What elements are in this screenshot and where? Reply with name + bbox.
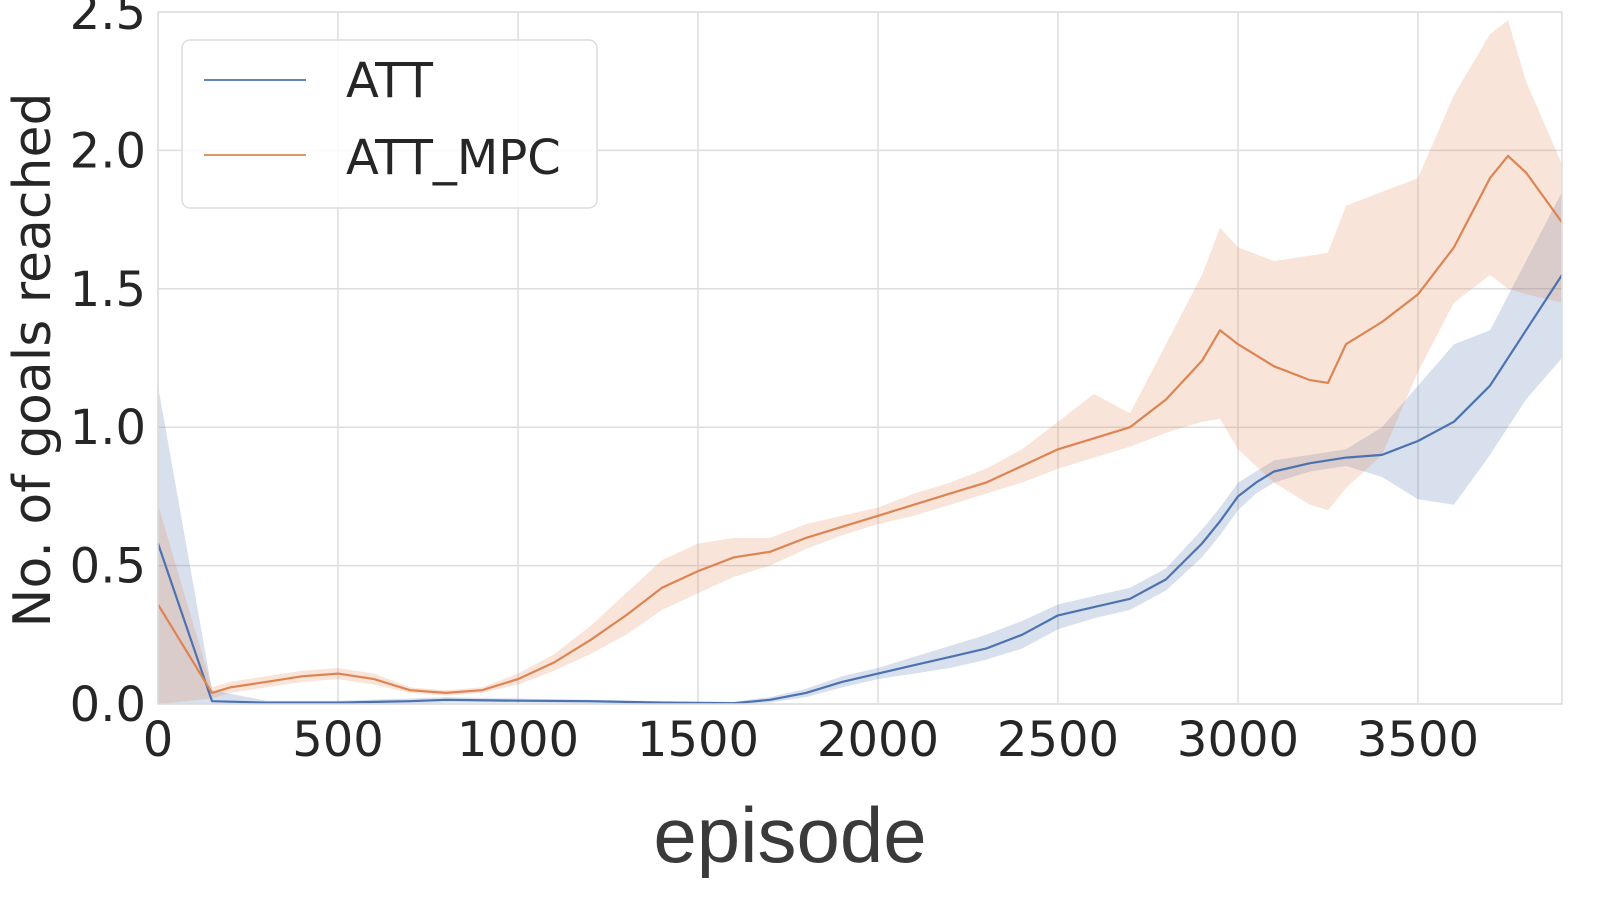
legend-label-att-mpc: ATT_MPC bbox=[346, 130, 561, 186]
y-tick-label: 1.0 bbox=[70, 400, 146, 456]
y-tick-label: 2.5 bbox=[70, 0, 146, 41]
y-tick-label: 0.0 bbox=[70, 677, 146, 733]
legend-label-att: ATT bbox=[346, 53, 434, 109]
legend-box bbox=[181, 39, 598, 209]
x-tick-label: 0 bbox=[143, 712, 174, 768]
x-tick-label: 3500 bbox=[1357, 712, 1479, 768]
line-att-mpc bbox=[157, 154, 1563, 695]
y-tick-label: 1.5 bbox=[70, 262, 146, 318]
x-axis-title: episode bbox=[653, 791, 926, 879]
y-tick-label: 2.0 bbox=[70, 123, 146, 179]
y-axis-title: No. of goals reached bbox=[3, 93, 63, 628]
plot-frame bbox=[157, 11, 1563, 705]
x-tick-label: 3000 bbox=[1177, 712, 1299, 768]
series-lines bbox=[156, 154, 1563, 705]
band-att-mpc bbox=[158, 20, 1562, 705]
x-tick-label: 2000 bbox=[817, 712, 939, 768]
legend: ATT ATT_MPC bbox=[181, 39, 598, 209]
x-tick-label: 500 bbox=[292, 712, 384, 768]
x-tick-label: 2500 bbox=[997, 712, 1119, 768]
y-tick-label: 0.5 bbox=[70, 539, 146, 595]
confidence-bands bbox=[158, 20, 1562, 705]
x-tick-labels: 0 500 1000 1500 2000 2500 3000 3500 bbox=[143, 712, 1479, 768]
x-tick-label: 1000 bbox=[457, 712, 579, 768]
x-tick-label: 1500 bbox=[637, 712, 759, 768]
y-tick-labels: 0.0 0.5 1.0 1.5 2.0 2.5 bbox=[70, 0, 146, 733]
line-att bbox=[156, 274, 1563, 705]
